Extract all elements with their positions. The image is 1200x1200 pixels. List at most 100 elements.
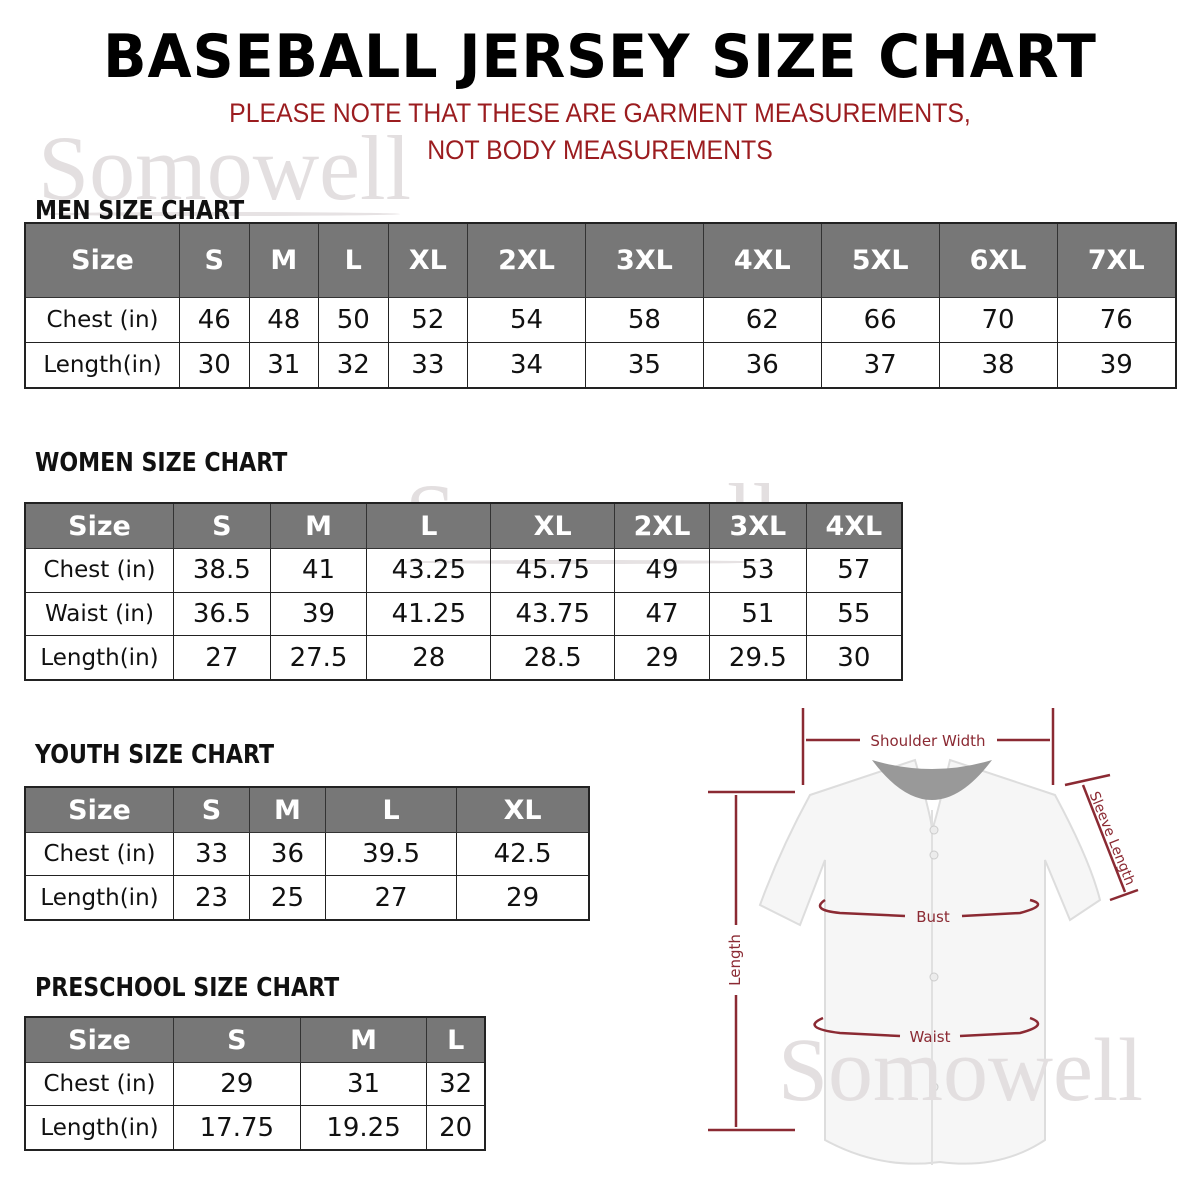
measurement-cell: 39 (1056, 341, 1177, 389)
measurement-cell: 27.5 (269, 635, 368, 681)
measurement-cell: 29 (456, 875, 590, 921)
row-label: Length(in) (24, 635, 174, 681)
size-header-cell: L (324, 786, 458, 833)
measurement-cell: 47 (614, 591, 711, 637)
length-label: Length (726, 934, 744, 986)
measurement-cell: 29 (173, 1061, 301, 1107)
row-label: Length(in) (24, 875, 174, 921)
measurement-cell: 46 (179, 296, 250, 343)
measurement-cell: 36 (702, 341, 822, 389)
measurement-cell: 57 (805, 548, 903, 593)
measurement-cell: 35 (585, 341, 704, 389)
size-header-cell: 4XL (702, 222, 822, 298)
size-header-cell: 5XL (820, 222, 940, 298)
measurement-cell: 43.75 (490, 591, 616, 637)
measurement-cell: 19.25 (299, 1105, 428, 1151)
header-row: Size S M L XL 2XL 3XL 4XL 5XL 6XL 7XL (24, 222, 1177, 298)
measurement-cell: 39 (269, 591, 368, 637)
measurement-cell: 43.25 (366, 548, 492, 593)
women-size-table: Size S M L XL 2XL 3XL 4XL Chest (in) 38.5 41 43.25 4… (24, 502, 903, 681)
measurement-cell: 37 (820, 341, 940, 389)
measurement-cell: 33 (387, 341, 469, 389)
size-header-label: Size (24, 1016, 174, 1063)
men-heading: MEN SIZE CHART (35, 196, 245, 226)
size-header-cell: 6XL (938, 222, 1058, 298)
table-row: Length(in) 27 27.5 28 28.5 29 29.5 30 (24, 635, 903, 681)
table-row: Chest (in) 29 31 32 (24, 1061, 486, 1107)
row-label: Chest (in) (24, 831, 174, 877)
size-header-cell: L (366, 502, 492, 550)
row-label: Waist (in) (24, 591, 174, 637)
measurement-cell: 27 (324, 875, 458, 921)
measurement-cell: 36.5 (173, 591, 271, 637)
size-header-label: Size (24, 502, 174, 550)
measurement-cell: 31 (248, 341, 320, 389)
size-header-label: Size (24, 222, 180, 298)
size-header-cell: XL (456, 786, 590, 833)
measurement-cell: 62 (702, 296, 822, 343)
size-header-cell: 3XL (585, 222, 704, 298)
measurement-cell: 50 (318, 296, 389, 343)
measurement-cell: 36 (248, 831, 326, 877)
measurement-cell: 39.5 (324, 831, 458, 877)
size-header-cell: L (426, 1016, 486, 1063)
measurement-cell: 48 (248, 296, 320, 343)
measurement-cell: 32 (318, 341, 389, 389)
youth-heading: YOUTH SIZE CHART (35, 740, 275, 770)
measurement-cell: 58 (585, 296, 704, 343)
measurement-cell: 30 (179, 341, 250, 389)
bust-label: Bust (916, 908, 950, 926)
measurement-cell: 23 (173, 875, 250, 921)
size-header-cell: M (269, 502, 368, 550)
size-header-cell: XL (387, 222, 469, 298)
row-label: Chest (in) (24, 548, 174, 593)
table-row: Waist (in) 36.5 39 41.25 43.75 47 51 55 (24, 591, 903, 637)
size-header-cell: M (248, 786, 326, 833)
header-row: Size S M L XL 2XL 3XL 4XL (24, 502, 903, 550)
measurement-cell: 28.5 (490, 635, 616, 681)
preschool-size-table: Size S M L Chest (in) 29 31 32 Length(in) 17.75 19… (24, 1016, 486, 1151)
note-line-1: PLEASE NOTE THAT THESE ARE GARMENT MEASU… (229, 98, 971, 128)
size-header-cell: 7XL (1056, 222, 1177, 298)
measurement-cell: 31 (299, 1061, 428, 1107)
diagram-watermark: Somowell (778, 1021, 1143, 1120)
measurement-cell: 25 (248, 875, 326, 921)
measurement-cell: 41 (269, 548, 368, 593)
youth-size-table: Size S M L XL Chest (in) 33 36 39.5 42.5 Length(in… (24, 786, 590, 921)
measurement-cell: 20 (426, 1105, 486, 1151)
measurement-cell: 17.75 (173, 1105, 301, 1151)
preschool-heading: PRESCHOOL SIZE CHART (35, 973, 340, 1003)
measurement-cell: 52 (387, 296, 469, 343)
size-header-cell: S (173, 1016, 301, 1063)
measurement-cell: 55 (805, 591, 903, 637)
men-size-table: Size S M L XL 2XL 3XL 4XL 5XL 6XL 7XL Chest (in) 46 4… (24, 222, 1177, 389)
size-header-cell: M (299, 1016, 428, 1063)
watermark-logo: Somowell (38, 117, 412, 219)
note-line-2: NOT BODY MEASUREMENTS (427, 135, 773, 165)
table-row: Length(in) 23 25 27 29 (24, 875, 590, 921)
watermark-swoosh (40, 212, 400, 216)
measurement-cell: 30 (805, 635, 903, 681)
header-row: Size S M L (24, 1016, 486, 1063)
row-label: Chest (in) (24, 1061, 174, 1107)
size-header-cell: S (173, 786, 250, 833)
measurement-cell: 49 (614, 548, 711, 593)
table-row: Chest (in) 46 48 50 52 54 58 62 66 70 76 (24, 296, 1177, 343)
table-row: Length(in) 17.75 19.25 20 (24, 1105, 486, 1151)
size-header-cell: S (173, 502, 271, 550)
measurement-cell: 41.25 (366, 591, 492, 637)
size-header-label: Size (24, 786, 174, 833)
table-row: Chest (in) 33 36 39.5 42.5 (24, 831, 590, 877)
measurement-cell: 51 (709, 591, 807, 637)
measurement-cell: 42.5 (456, 831, 590, 877)
jersey-measurement-diagram: Somowell Shoulder Width Length Sleeve Le… (708, 708, 1143, 1165)
measurement-cell: 38 (938, 341, 1058, 389)
waist-label: Waist (910, 1028, 951, 1046)
measurement-cell: 34 (467, 341, 586, 389)
measurement-cell: 32 (426, 1061, 486, 1107)
measurement-cell: 33 (173, 831, 250, 877)
sleeve-length-label: Sleeve Length (1086, 789, 1138, 887)
header-row: Size S M L XL (24, 786, 590, 833)
measurement-cell: 53 (709, 548, 807, 593)
women-heading: WOMEN SIZE CHART (35, 448, 288, 478)
